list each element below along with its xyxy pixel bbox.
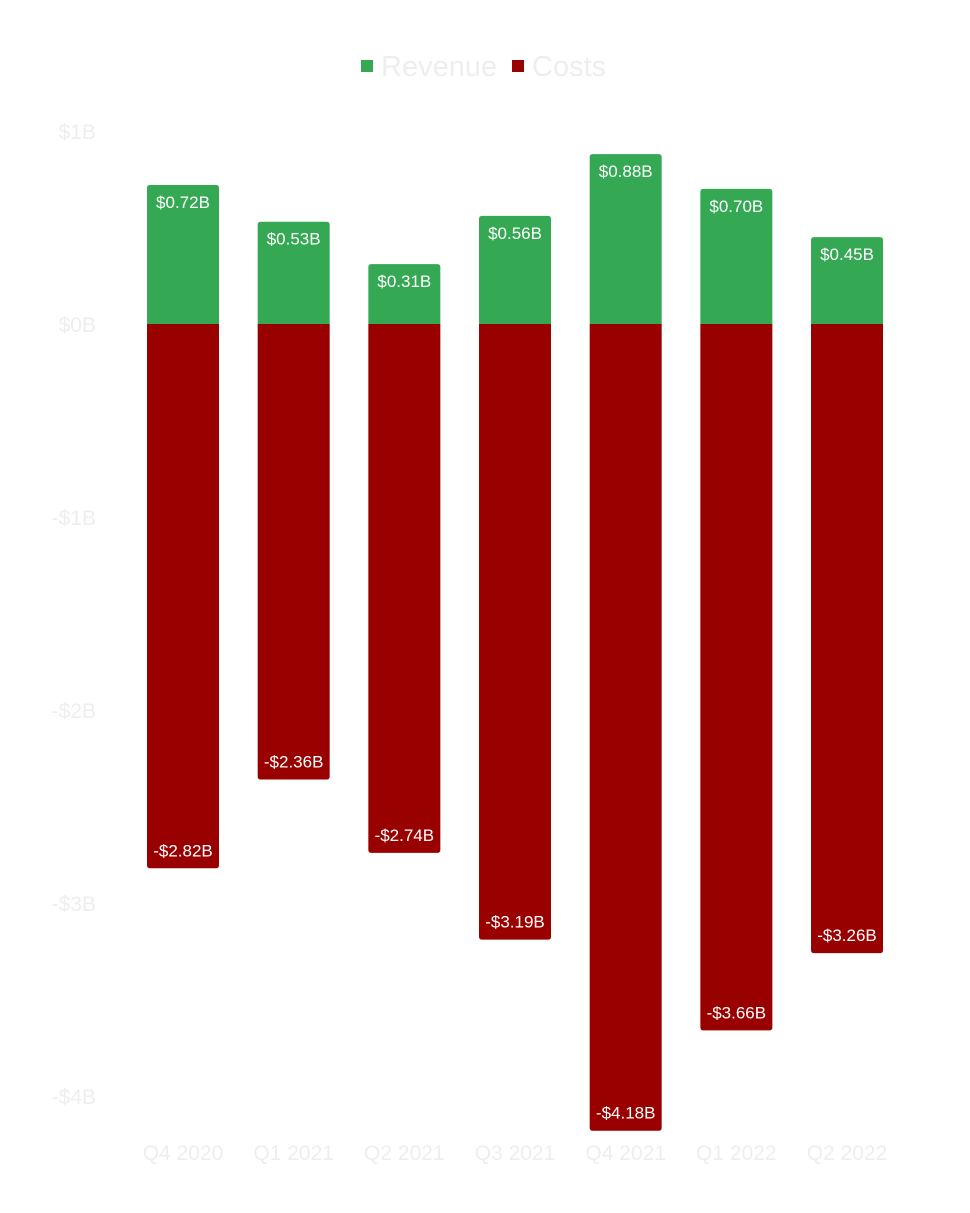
x-tick-label: Q1 2022 — [696, 1142, 777, 1165]
revenue-bar — [368, 264, 441, 324]
y-tick-label: -$1B — [52, 507, 96, 530]
costs-bar — [479, 324, 552, 940]
costs-data-label: -$3.19B — [485, 913, 545, 932]
x-tick-label: Q3 2021 — [475, 1142, 556, 1165]
revenue-data-label: $0.56B — [488, 224, 542, 243]
legend-label-revenue: Revenue — [381, 51, 497, 83]
y-tick-label: $1B — [59, 121, 96, 144]
revenue-data-label: $0.31B — [377, 272, 431, 291]
revenue-data-label: $0.53B — [267, 230, 321, 249]
revenue-bar — [589, 154, 662, 324]
legend: Revenue Costs — [361, 51, 606, 83]
legend-label-costs: Costs — [532, 51, 606, 83]
revenue-bar — [700, 188, 773, 324]
revenue-bar — [147, 185, 219, 324]
y-tick-label: -$2B — [52, 700, 96, 723]
costs-bar — [589, 324, 662, 1131]
x-axis: Q4 2020 Q1 2021 Q2 2021 Q3 2021 Q4 2021 Q1 20… — [143, 1142, 888, 1165]
legend-swatch-costs — [512, 60, 524, 72]
costs-bar — [811, 324, 884, 954]
bars: $0.72B -$2.82B $0.53B -$2.36B $0.31B -$2.74B $… — [147, 154, 884, 1131]
costs-data-label: -$2.82B — [153, 841, 213, 860]
costs-bar — [147, 324, 219, 869]
revenue-bar — [811, 237, 884, 324]
x-tick-label: Q4 2021 — [585, 1142, 666, 1165]
revenue-data-label: $0.45B — [820, 245, 874, 264]
y-tick-label: -$3B — [52, 893, 96, 916]
legend-swatch-revenue — [361, 60, 373, 72]
x-tick-label: Q1 2021 — [253, 1142, 334, 1165]
x-tick-label: Q4 2020 — [143, 1142, 224, 1165]
costs-bar — [257, 324, 330, 780]
revenue-bar — [479, 215, 552, 324]
costs-data-label: -$3.66B — [707, 1003, 767, 1022]
revenue-data-label: $0.70B — [709, 197, 763, 216]
costs-bar — [368, 324, 441, 853]
costs-data-label: -$2.36B — [264, 752, 324, 771]
revenue-bar — [257, 221, 330, 324]
revenue-data-label: $0.72B — [156, 193, 210, 212]
y-axis: $1B $0B -$1B -$2B -$3B -$4B — [52, 121, 96, 1109]
y-tick-label: $0B — [59, 314, 96, 337]
costs-bar — [700, 324, 773, 1031]
x-tick-label: Q2 2021 — [364, 1142, 445, 1165]
costs-data-label: -$3.26B — [817, 926, 877, 945]
revenue-data-label: $0.88B — [599, 162, 653, 181]
y-tick-label: -$4B — [52, 1086, 96, 1109]
x-tick-label: Q2 2022 — [807, 1142, 888, 1165]
costs-data-label: -$4.18B — [596, 1104, 656, 1123]
costs-data-label: -$2.74B — [375, 826, 435, 845]
